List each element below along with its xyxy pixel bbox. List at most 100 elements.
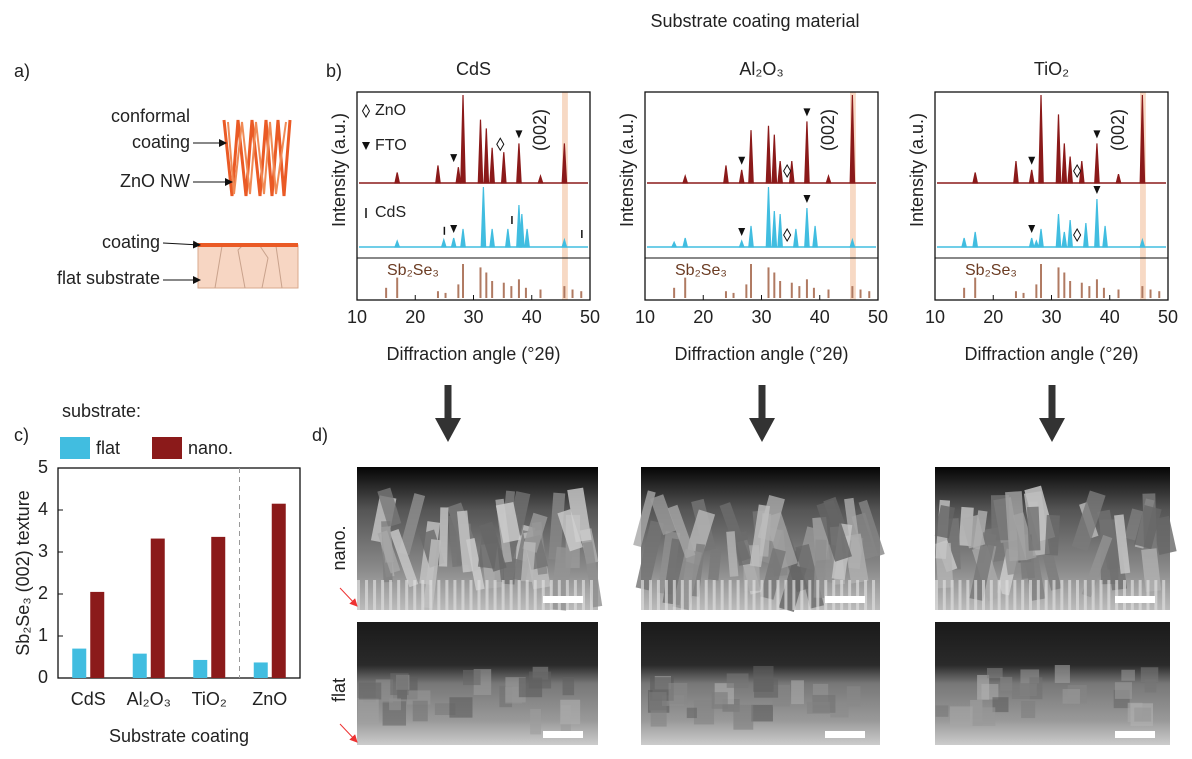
schematic-label: conformal	[111, 106, 190, 126]
legend-swatch	[152, 437, 182, 459]
legend-symbol	[361, 104, 371, 118]
diffraction-peak	[1055, 114, 1062, 184]
sem-nanowire	[429, 580, 433, 610]
y-axis-label: Intensity (a.u.)	[329, 113, 349, 227]
x-tick-label: 20	[693, 307, 713, 327]
y-tick-label: 3	[38, 541, 48, 561]
sem-nanowire	[445, 580, 449, 610]
sem-nanowire	[1060, 580, 1064, 610]
diffraction-peak	[519, 213, 525, 248]
sem-grain	[791, 680, 804, 705]
pointer-arrow	[162, 240, 201, 249]
sem-grain	[711, 692, 728, 709]
sem-grain	[562, 676, 575, 696]
sem-nanowire	[1068, 580, 1072, 610]
sem-grain	[1071, 490, 1106, 552]
zno-marker	[496, 137, 505, 152]
x-tick-label: 10	[347, 307, 367, 327]
sem-nanowire	[437, 580, 441, 610]
diffraction-peak	[1102, 225, 1108, 248]
x-tick-label: CdS	[71, 689, 106, 709]
sem-grain	[530, 709, 542, 735]
highlight-band	[1140, 92, 1146, 300]
sem-nanowire	[824, 580, 828, 610]
marker-legend-label: CdS	[375, 204, 406, 221]
sem-nanowire	[840, 580, 844, 610]
red-pointer	[339, 587, 358, 607]
sem-nanowire	[704, 580, 708, 610]
sem-nanowire	[1162, 580, 1166, 610]
sem-grain	[1134, 707, 1152, 722]
sem-nanowire	[808, 580, 812, 610]
diffraction-peak	[723, 165, 729, 184]
sem-grain	[726, 531, 739, 577]
diffraction-peak	[765, 125, 772, 184]
sem-grain	[389, 528, 419, 588]
sem-nanowire	[373, 580, 377, 610]
sem-grain	[846, 686, 861, 707]
diffraction-peak	[561, 237, 568, 248]
panel-label: d)	[312, 425, 328, 445]
sem-grain	[858, 499, 885, 557]
x-tick-label: 30	[1041, 307, 1061, 327]
sem-grain	[1026, 506, 1041, 551]
diffraction-peak	[480, 186, 487, 248]
sem-nanowire	[1107, 580, 1111, 610]
diffraction-peak	[1061, 143, 1068, 184]
sem-grain	[389, 698, 402, 711]
sem-grain	[1044, 514, 1060, 556]
sem-grain	[650, 709, 667, 727]
sem-grain	[668, 682, 688, 704]
sem-nanowire	[589, 580, 593, 610]
sem-grain	[1019, 683, 1037, 697]
marker-legend-label: FTO	[375, 137, 407, 154]
sem-nanowire	[557, 580, 561, 610]
sem-grain	[719, 502, 751, 562]
panel-label: b)	[326, 61, 342, 81]
diffraction-peak	[849, 94, 856, 184]
scale-bar	[825, 731, 865, 738]
diffraction-peak	[748, 225, 754, 248]
x-axis-label: Substrate coating	[109, 726, 249, 746]
sem-grain	[726, 673, 749, 688]
flow-arrow-head	[749, 418, 775, 442]
diffraction-peak	[961, 237, 968, 248]
sem-nanowire	[485, 580, 489, 610]
sem-grain	[495, 502, 521, 544]
sem-nanowire	[1013, 580, 1017, 610]
sem-grain	[816, 499, 852, 562]
sem-nanowire	[1154, 580, 1158, 610]
sem-nanowire	[533, 580, 537, 610]
sem-grain	[806, 701, 830, 714]
fto-marker	[738, 228, 746, 236]
sem-grain	[423, 539, 441, 609]
flat-substrate	[197, 244, 299, 289]
y-axis-label: Intensity (a.u.)	[907, 113, 927, 227]
legend-label: nano.	[188, 438, 233, 458]
sem-nanowire	[656, 580, 660, 610]
row-label: flat	[329, 678, 349, 702]
sem-grain	[686, 707, 697, 719]
sem-nanowire	[1099, 580, 1103, 610]
diffraction-peak	[489, 228, 496, 248]
sem-nanowire	[728, 580, 732, 610]
sem-nanowire	[958, 580, 962, 610]
sem-nanowire	[672, 580, 676, 610]
y-tick-label: 2	[38, 583, 48, 603]
sem-grain	[851, 512, 879, 560]
diffraction-peak	[1078, 160, 1085, 184]
reference-label: Sb₂Se₃	[965, 262, 1017, 279]
sem-nanowire	[413, 580, 417, 610]
sem-nanowire	[641, 580, 644, 610]
x-axis-label: Diffraction angle (°2θ)	[675, 344, 849, 364]
diffraction-peak	[435, 165, 441, 184]
sem-nanowire	[720, 580, 724, 610]
fto-marker	[803, 108, 811, 117]
diffraction-peak	[812, 225, 818, 248]
sem-nanowire	[784, 580, 788, 610]
sem-nanowire	[1083, 580, 1087, 610]
sem-nanowire	[453, 580, 457, 610]
legend-label: flat	[96, 438, 120, 458]
diffraction-peak	[460, 228, 466, 248]
sem-grain	[1054, 665, 1070, 683]
